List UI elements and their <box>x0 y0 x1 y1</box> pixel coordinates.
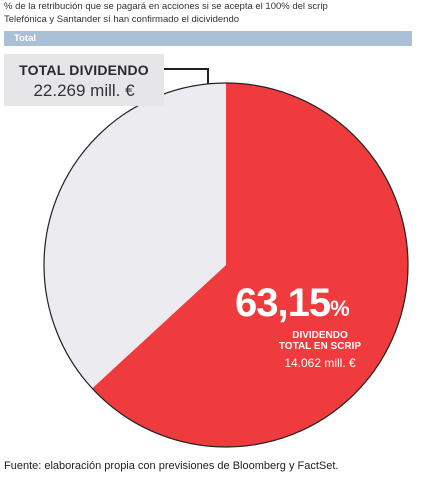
callout-line <box>164 68 209 84</box>
scrip-amount: 14.062 mill. € <box>284 356 356 370</box>
pie-slice-scrip <box>92 83 408 447</box>
pie-slices <box>43 82 409 448</box>
section-label: Total <box>14 33 36 44</box>
section-bar: Total <box>4 31 412 46</box>
pie-outline <box>43 82 409 448</box>
subtitle-line-2: Telefónica y Santander sí han confirmado… <box>4 14 240 25</box>
scrip-label-line-1: DIVIDENDO <box>292 330 348 341</box>
total-dividend-amount: 22.269 mill. € <box>33 81 135 100</box>
scrip-label-line-2: TOTAL EN SCRIP <box>278 341 362 352</box>
subtitle-line-1: % de la retribución que se pagará en acc… <box>4 1 328 12</box>
pie-slice-rest <box>43 83 226 389</box>
scrip-percent: 63,15% <box>235 283 350 329</box>
source-note: Fuente: elaboración propia con prevision… <box>4 460 339 472</box>
scrip-percent-number: 63,15 <box>235 281 331 325</box>
chart-subtitle: % de la retribución que se pagará en acc… <box>4 0 424 26</box>
scrip-label: DIVIDENDO TOTAL EN SCRIP <box>260 330 380 352</box>
total-dividend-label: TOTAL DIVIDENDO <box>19 62 149 78</box>
total-dividend-box: TOTAL DIVIDENDO 22.269 mill. € <box>4 54 164 106</box>
scrip-percent-symbol: % <box>330 296 350 321</box>
